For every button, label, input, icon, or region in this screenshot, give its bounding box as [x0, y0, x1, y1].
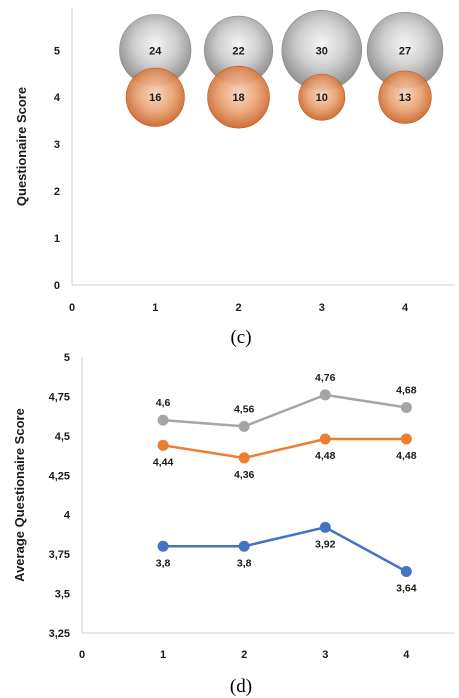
panel-label-d: (d) [230, 676, 252, 697]
y-tick-label: 2 [54, 186, 60, 198]
y-tick-label: 3 [54, 139, 60, 151]
data-label: 4,44 [153, 456, 174, 468]
x-tick-label: 1 [152, 302, 158, 314]
bubble-label: 16 [149, 92, 161, 104]
data-point [158, 415, 169, 426]
y-axis-title: Questionaire Score [14, 87, 29, 206]
data-point [158, 541, 169, 552]
bubble-label: 18 [232, 92, 244, 104]
y-tick-label: 4,75 [49, 391, 70, 403]
series-line [163, 527, 406, 571]
y-tick-label: 0 [54, 280, 60, 292]
series-line [163, 395, 406, 427]
data-label: 4,68 [396, 384, 417, 396]
data-label: 4,48 [396, 450, 417, 462]
data-label: 3,64 [396, 582, 417, 594]
y-tick-label: 4,25 [49, 470, 70, 482]
data-label: 3,92 [315, 538, 336, 550]
data-label: 4,56 [234, 403, 255, 415]
y-tick-label: 4 [54, 92, 61, 104]
y-tick-label: 4 [64, 510, 71, 522]
data-label: 3,8 [237, 557, 252, 569]
bubble-label: 13 [399, 92, 411, 104]
y-tick-label: 3,75 [49, 549, 70, 561]
y-tick-label: 5 [64, 352, 70, 364]
data-point [401, 402, 412, 413]
bubble-chart-panel: 0 1 2 3 4 5 0 1 2 3 4 Questionaire Score 24 22 30 27 16 1… [14, 8, 455, 348]
bubble-label: 10 [316, 92, 328, 104]
data-label: 3,8 [156, 557, 171, 569]
bubble-label: 27 [399, 45, 411, 57]
data-label: 4,76 [315, 372, 336, 384]
x-tick-label: 0 [79, 649, 85, 661]
data-point [401, 566, 412, 577]
data-point [320, 434, 331, 445]
y-tick-label: 1 [54, 233, 60, 245]
data-label: 4,48 [315, 450, 336, 462]
bubble-label: 22 [232, 45, 244, 57]
data-point [239, 541, 250, 552]
data-point [158, 440, 169, 451]
data-point [401, 434, 412, 445]
x-tick-label: 3 [319, 302, 325, 314]
x-tick-label: 3 [322, 649, 328, 661]
x-tick-label: 4 [402, 302, 409, 314]
line-chart-panel: 3,25 3,5 3,75 4 4,25 4,5 4,75 5 0 1 2 3 4 Average Que… [12, 352, 455, 697]
x-tick-label: 2 [241, 649, 247, 661]
data-point [239, 421, 250, 432]
y-tick-label: 4,5 [55, 431, 70, 443]
series-line [163, 439, 406, 458]
data-point [320, 389, 331, 400]
bubble-label: 30 [316, 45, 328, 57]
bubble-label: 24 [149, 45, 162, 57]
panel-label-c: (c) [230, 327, 251, 348]
data-point [320, 522, 331, 533]
data-label: 4,6 [156, 397, 171, 409]
y-tick-label: 5 [54, 45, 60, 57]
data-label: 4,36 [234, 469, 255, 481]
x-tick-label: 4 [403, 649, 410, 661]
y-tick-label: 3,5 [55, 589, 70, 601]
data-point [239, 452, 250, 463]
x-tick-label: 0 [69, 302, 75, 314]
x-tick-label: 2 [235, 302, 241, 314]
y-axis-title: Average Questionaire Score [12, 408, 27, 582]
x-tick-label: 1 [160, 649, 166, 661]
y-tick-label: 3,25 [49, 628, 70, 640]
